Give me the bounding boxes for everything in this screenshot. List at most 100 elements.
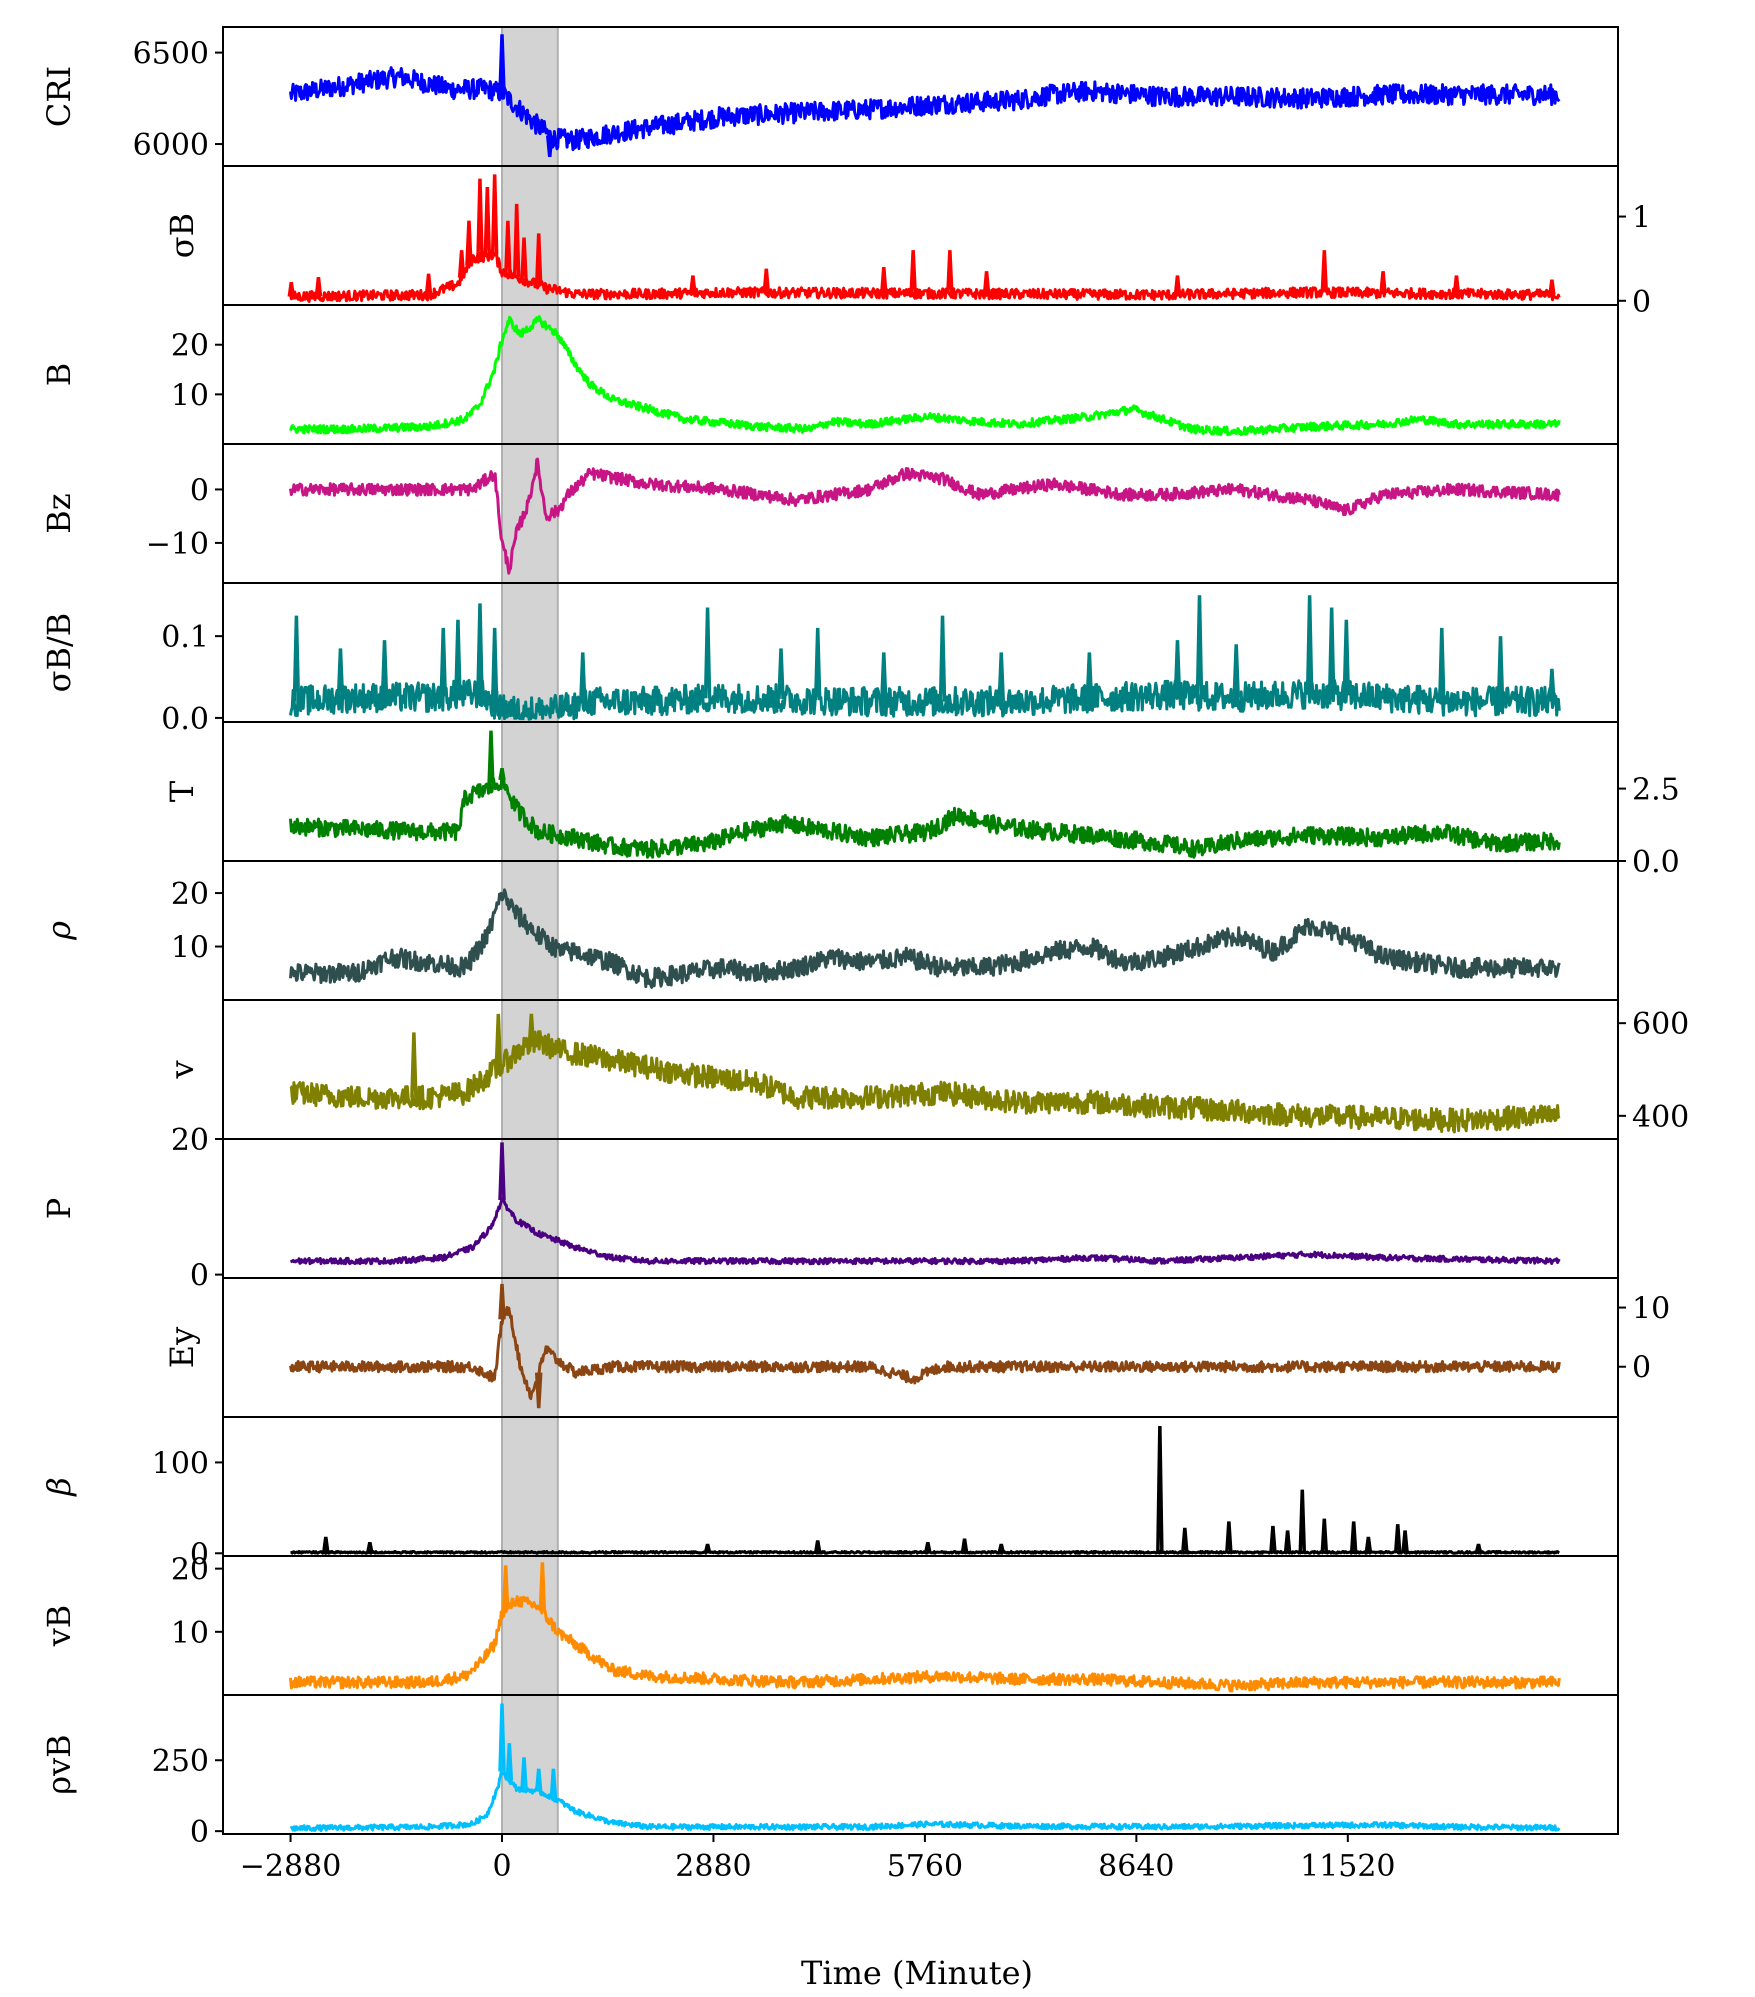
xtick-label-3: 5760 — [887, 1849, 963, 1884]
spike-sigmabb-18 — [1305, 595, 1314, 694]
spike-v-0 — [410, 1032, 418, 1098]
panel-frame-t — [222, 721, 1619, 862]
spike-rhovb-1 — [505, 1743, 514, 1781]
spike-sigmab-3 — [457, 250, 466, 278]
ylabel-rhovb: ρvB — [40, 1734, 78, 1794]
ylabel-sigmabb: σB/B — [40, 613, 78, 693]
spike-sigmab-15 — [909, 250, 917, 294]
spike-sigmabb-22 — [1496, 636, 1505, 702]
event-window-shade — [501, 26, 559, 1835]
spike-sigmab-5 — [476, 178, 484, 258]
spike-beta-11 — [1283, 1530, 1292, 1553]
ylabel-vb: vB — [40, 1605, 78, 1648]
xtick-label-1: 0 — [492, 1849, 511, 1884]
panel-frame-ey — [222, 1277, 1619, 1418]
ytick-label-b-0: 10 — [171, 378, 209, 413]
ylabel-beta: β — [40, 1477, 78, 1497]
ytick-label-rho-0: 10 — [171, 931, 209, 966]
spike-sigmabb-13 — [997, 652, 1006, 702]
ytick-label-vb-0: 10 — [171, 1616, 209, 1651]
spike-sigmabb-6 — [490, 627, 499, 705]
spike-rhovb-0 — [498, 1703, 506, 1772]
spike-beta-18 — [1474, 1543, 1483, 1553]
spike-sigmab-1 — [314, 277, 323, 297]
ylabel-b: B — [40, 363, 78, 387]
spike-rhovb-4 — [549, 1768, 558, 1799]
spike-sigmabb-3 — [439, 627, 448, 697]
spike-beta-4 — [924, 1542, 932, 1553]
spike-rhovb-3 — [534, 1768, 543, 1792]
ytick-label-ey-1: 10 — [1632, 1292, 1670, 1327]
ytick-label-rhovb-1: 250 — [152, 1744, 209, 1779]
ylabel-p: P — [40, 1198, 78, 1220]
spike-beta-12 — [1298, 1489, 1307, 1553]
ytick-label-t-0: 0.0 — [1632, 845, 1680, 880]
ytick-label-cri-1: 6500 — [133, 37, 209, 72]
x-axis-label: Time (Minute) — [801, 1954, 1033, 1992]
spike-beta-6 — [997, 1543, 1005, 1553]
spike-vb-1 — [538, 1562, 547, 1612]
spike-beta-17 — [1401, 1530, 1409, 1553]
spike-t-0 — [487, 730, 495, 788]
ytick-label-bz-0: −10 — [146, 527, 209, 562]
spike-sigmabb-15 — [1173, 640, 1182, 696]
spike-sigmab-12 — [689, 275, 697, 294]
spike-sigmab-17 — [982, 271, 991, 295]
series-line-cri — [289, 66, 1561, 152]
series-lines — [287, 34, 1561, 1833]
spike-sigmabb-19 — [1327, 607, 1336, 695]
series-line-ey — [289, 1305, 1561, 1401]
ytick-label-rho-1: 20 — [171, 877, 209, 912]
ytick-label-sigmabb-0: 0.0 — [161, 702, 209, 737]
spike-sigmabb-0 — [292, 615, 301, 702]
spike-sigmab-13 — [762, 268, 771, 293]
ylabel-rho: ρ — [40, 921, 78, 941]
spike-sigmab-16 — [946, 250, 954, 294]
spike-sigmabb-10 — [813, 627, 822, 701]
spike-beta-3 — [813, 1540, 822, 1553]
shaded-event-region — [501, 26, 559, 1835]
series-line-beta — [289, 1550, 1560, 1555]
spike-vb-0 — [501, 1565, 510, 1610]
spike-beta-15 — [1364, 1536, 1373, 1553]
series-line-rhovb — [289, 1771, 1561, 1833]
spike-sigmab-19 — [1320, 250, 1329, 293]
spike-sigmabb-14 — [1085, 652, 1094, 699]
spike-sigmabb-17 — [1232, 644, 1240, 698]
spike-sigmabb-23 — [1548, 668, 1556, 702]
ylabel-v: v — [163, 1060, 201, 1079]
panel-frame-bz — [222, 443, 1619, 584]
spike-sigmabb-4 — [454, 619, 462, 696]
spike-sigmab-20 — [1379, 271, 1387, 294]
ytick-label-v-1: 600 — [1632, 1007, 1689, 1042]
panel-axes — [215, 26, 1626, 1842]
ytick-label-t-1: 2.5 — [1632, 773, 1680, 808]
spike-beta-0 — [322, 1536, 330, 1553]
spike-sigmab-18 — [1173, 275, 1182, 295]
ylabel-sigmab: σB — [163, 213, 201, 258]
xtick-label-0: −2880 — [240, 1849, 341, 1884]
ytick-label-ey-0: 0 — [1632, 1351, 1651, 1386]
ylabel-t: T — [163, 780, 201, 802]
ylabel-bz: Bz — [40, 493, 78, 533]
spike-sigmab-2 — [424, 273, 433, 296]
spike-cri-1 — [545, 135, 554, 158]
spike-sigmabb-20 — [1342, 619, 1351, 696]
axis-labels: 60006500CRI01σB1020B−100Bz0.00.1σB/B0.02… — [40, 37, 1689, 1884]
spike-rhovb-2 — [520, 1757, 528, 1790]
ylabel-cri: CRI — [40, 66, 78, 127]
spike-sigmabb-8 — [703, 607, 712, 699]
spike-beta-2 — [703, 1543, 712, 1553]
xtick-label-2: 2880 — [675, 1849, 751, 1884]
ytick-label-rhovb-0: 0 — [190, 1815, 209, 1850]
spike-beta-14 — [1349, 1521, 1358, 1553]
panel-frame-rho — [222, 860, 1619, 1001]
xtick-label-4: 8640 — [1098, 1849, 1174, 1884]
spike-beta-16 — [1393, 1524, 1402, 1553]
spike-v-2 — [527, 1013, 536, 1045]
ylabel-ey: Ey — [163, 1327, 201, 1368]
series-line-vb — [289, 1595, 1561, 1693]
spike-sigmab-11 — [534, 233, 543, 286]
series-line-bz — [289, 457, 1561, 575]
